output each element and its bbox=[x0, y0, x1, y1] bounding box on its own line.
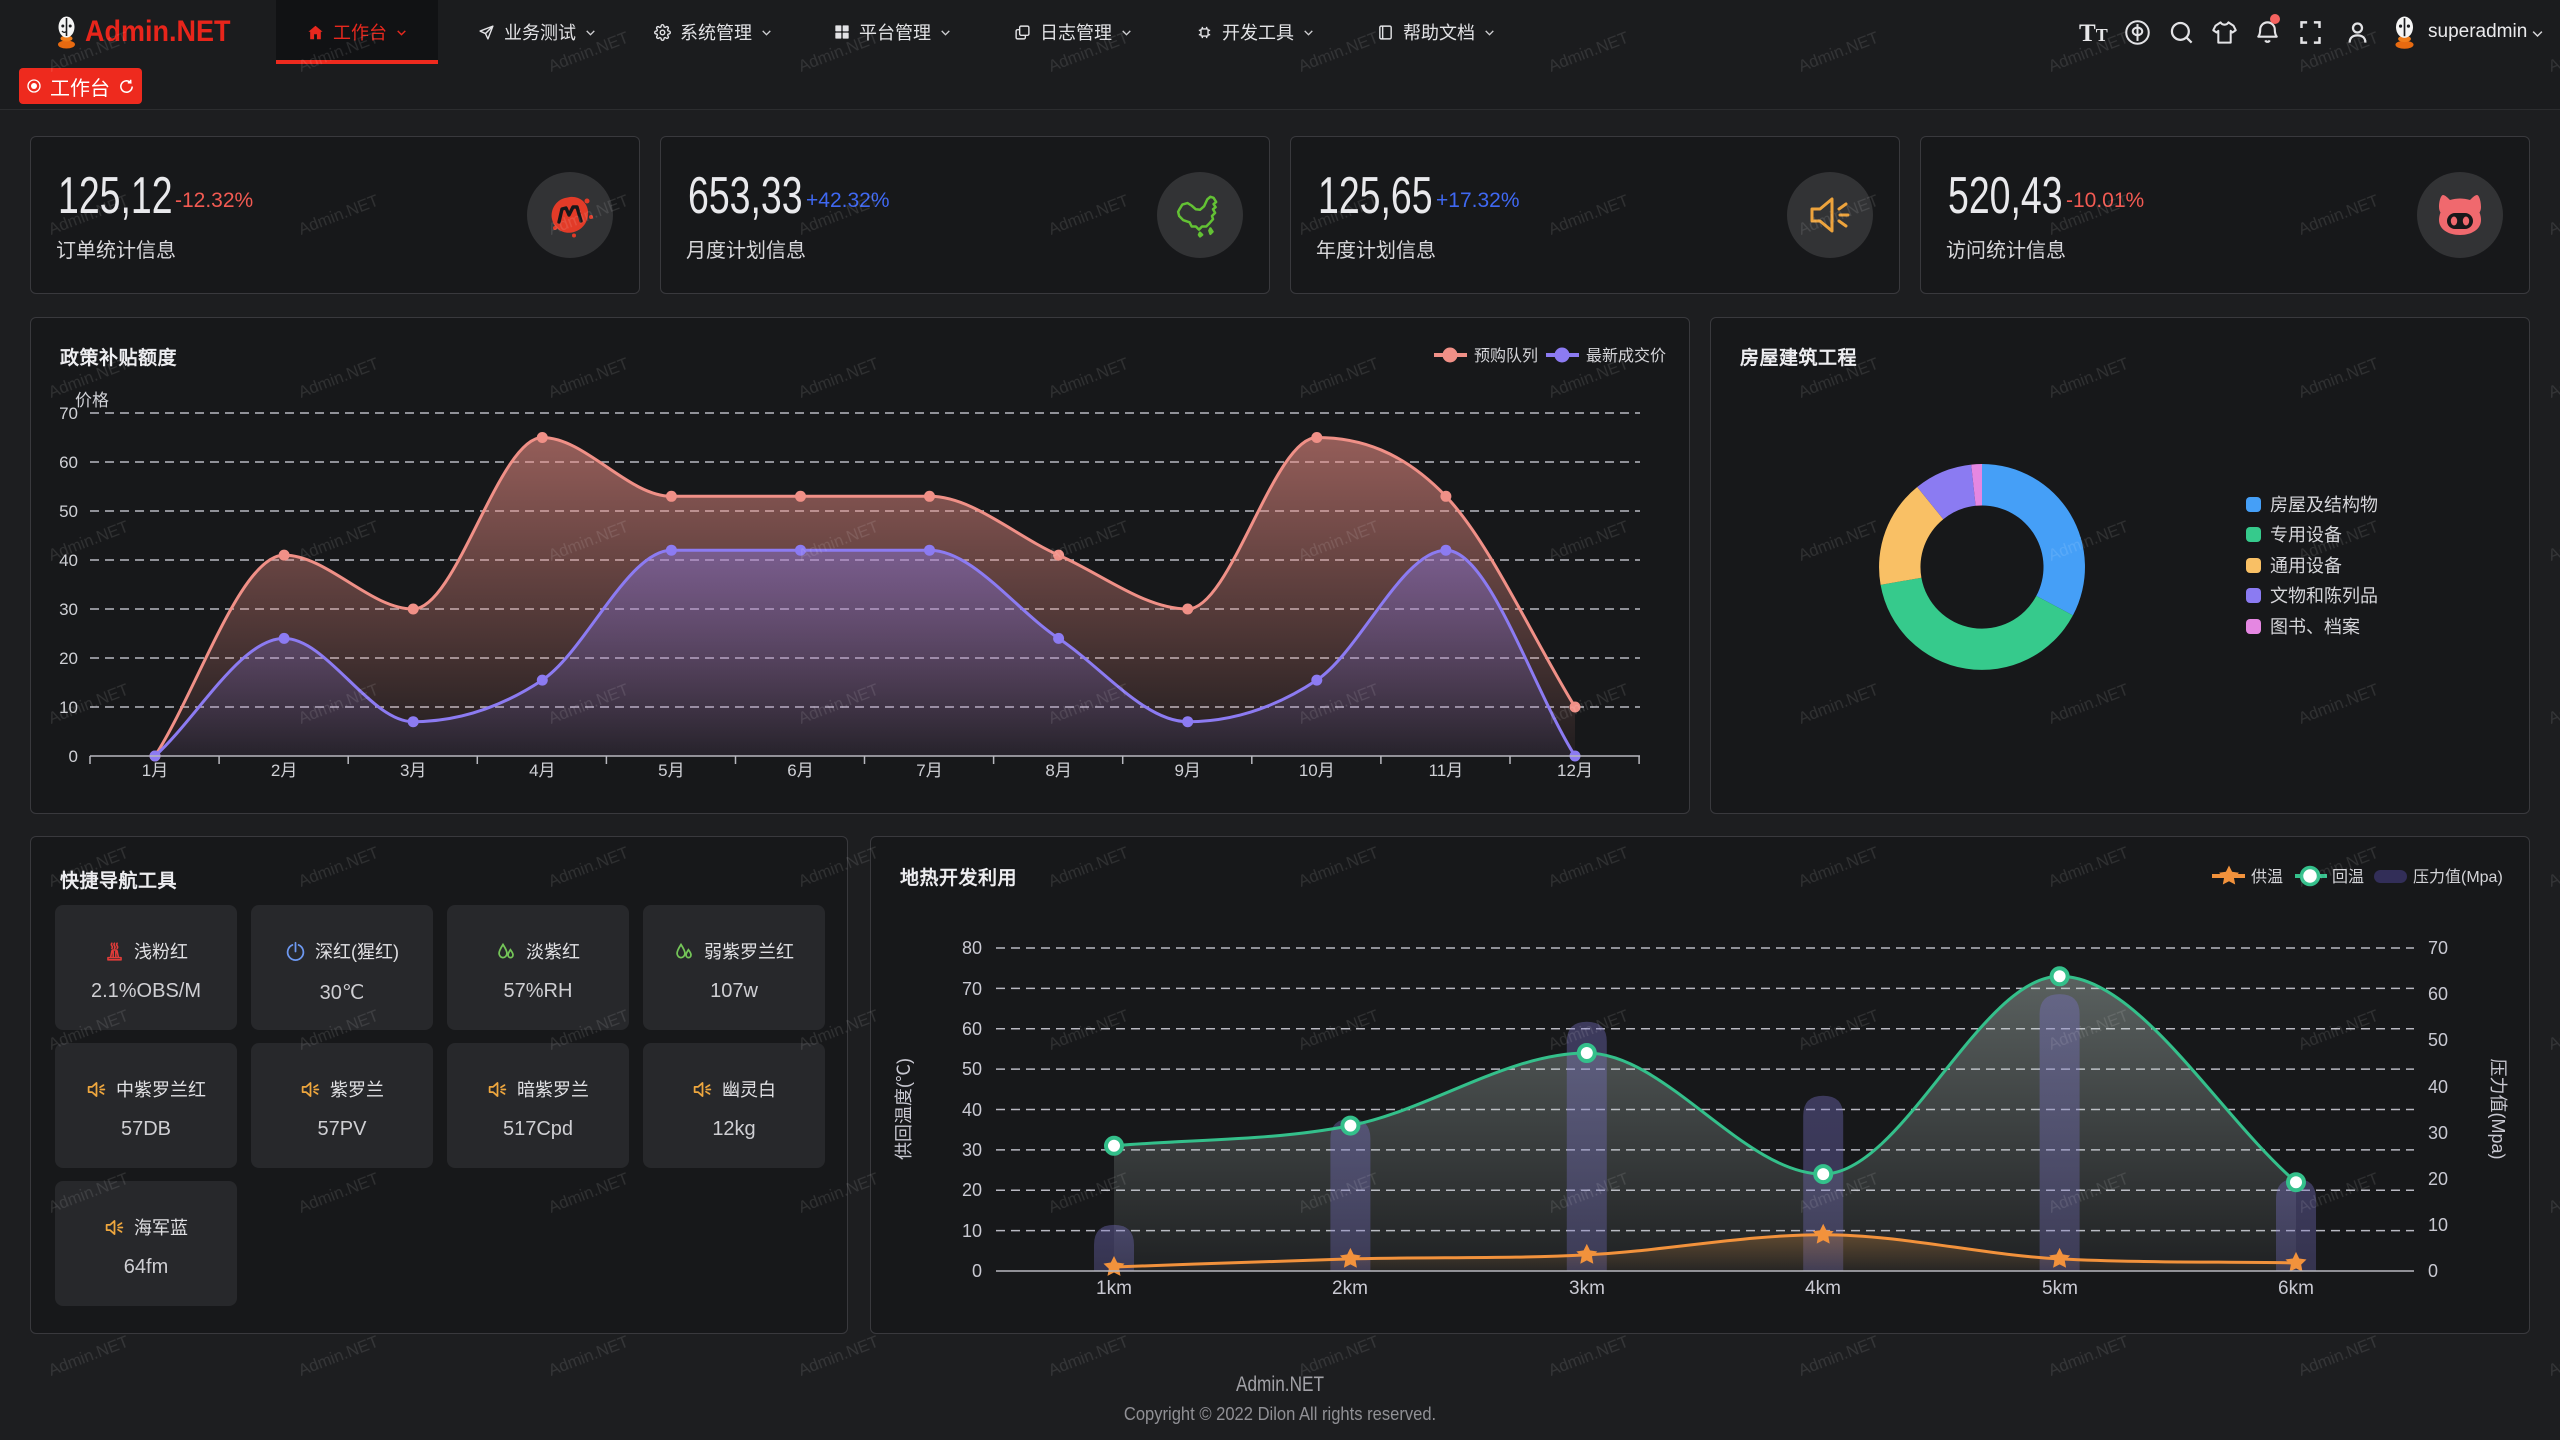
svg-text:11月: 11月 bbox=[1429, 761, 1464, 780]
svg-text:1km: 1km bbox=[1096, 1278, 1132, 1299]
svg-text:0: 0 bbox=[69, 747, 78, 766]
svg-text:0: 0 bbox=[2428, 1261, 2438, 1281]
svg-text:价格: 价格 bbox=[75, 391, 109, 410]
svg-text:图书、档案: 图书、档案 bbox=[2270, 617, 2360, 637]
svg-text:预购队列: 预购队列 bbox=[1474, 347, 1538, 365]
svg-text:供回温度(℃): 供回温度(℃) bbox=[894, 1058, 914, 1160]
svg-text:50: 50 bbox=[2428, 1030, 2448, 1050]
svg-text:30: 30 bbox=[962, 1140, 982, 1160]
svg-text:供温: 供温 bbox=[2251, 868, 2283, 886]
svg-text:40: 40 bbox=[2428, 1077, 2448, 1097]
svg-text:70: 70 bbox=[962, 979, 982, 999]
svg-text:6km: 6km bbox=[2278, 1278, 2314, 1299]
svg-text:最新成交价: 最新成交价 bbox=[1586, 347, 1666, 365]
svg-text:30: 30 bbox=[2428, 1123, 2448, 1143]
svg-text:5月: 5月 bbox=[658, 761, 684, 780]
svg-text:10: 10 bbox=[59, 698, 78, 717]
svg-text:40: 40 bbox=[962, 1100, 982, 1120]
svg-text:0: 0 bbox=[972, 1261, 982, 1281]
svg-text:30: 30 bbox=[59, 600, 78, 619]
svg-text:20: 20 bbox=[962, 1180, 982, 1200]
svg-text:60: 60 bbox=[59, 453, 78, 472]
svg-text:8月: 8月 bbox=[1045, 761, 1071, 780]
svg-text:10: 10 bbox=[2428, 1215, 2448, 1235]
svg-text:60: 60 bbox=[962, 1019, 982, 1039]
svg-text:房屋及结构物: 房屋及结构物 bbox=[2270, 495, 2378, 515]
svg-text:50: 50 bbox=[962, 1059, 982, 1079]
svg-text:50: 50 bbox=[59, 502, 78, 521]
svg-text:1月: 1月 bbox=[142, 761, 168, 780]
svg-text:70: 70 bbox=[59, 404, 78, 423]
svg-text:房屋建筑工程: 房屋建筑工程 bbox=[1740, 346, 1857, 369]
svg-text:70: 70 bbox=[2428, 938, 2448, 958]
svg-text:3km: 3km bbox=[1569, 1278, 1605, 1299]
svg-text:9月: 9月 bbox=[1174, 761, 1200, 780]
svg-text:80: 80 bbox=[962, 938, 982, 958]
svg-text:10月: 10月 bbox=[1299, 761, 1335, 780]
svg-text:专用设备: 专用设备 bbox=[2270, 525, 2342, 545]
svg-text:20: 20 bbox=[2428, 1169, 2448, 1189]
svg-text:5km: 5km bbox=[2042, 1278, 2078, 1299]
svg-text:3月: 3月 bbox=[400, 761, 426, 780]
svg-text:7月: 7月 bbox=[916, 761, 942, 780]
svg-text:压力值(Mpa): 压力值(Mpa) bbox=[2413, 868, 2503, 886]
svg-text:6月: 6月 bbox=[787, 761, 813, 780]
svg-text:压力值(Mpa): 压力值(Mpa) bbox=[2488, 1058, 2508, 1159]
svg-text:地热开发利用: 地热开发利用 bbox=[900, 866, 1017, 889]
svg-text:10: 10 bbox=[962, 1221, 982, 1241]
svg-text:2km: 2km bbox=[1332, 1278, 1368, 1299]
svg-text:2月: 2月 bbox=[271, 761, 297, 780]
svg-text:40: 40 bbox=[59, 551, 78, 570]
svg-text:回温: 回温 bbox=[2332, 868, 2364, 886]
svg-text:4月: 4月 bbox=[529, 761, 555, 780]
svg-text:12月: 12月 bbox=[1557, 761, 1593, 780]
svg-text:60: 60 bbox=[2428, 984, 2448, 1004]
svg-text:文物和陈列品: 文物和陈列品 bbox=[2270, 586, 2378, 606]
svg-text:20: 20 bbox=[59, 649, 78, 668]
svg-text:政策补贴额度: 政策补贴额度 bbox=[60, 346, 178, 369]
svg-text:4km: 4km bbox=[1805, 1278, 1841, 1299]
svg-text:通用设备: 通用设备 bbox=[2270, 556, 2342, 576]
